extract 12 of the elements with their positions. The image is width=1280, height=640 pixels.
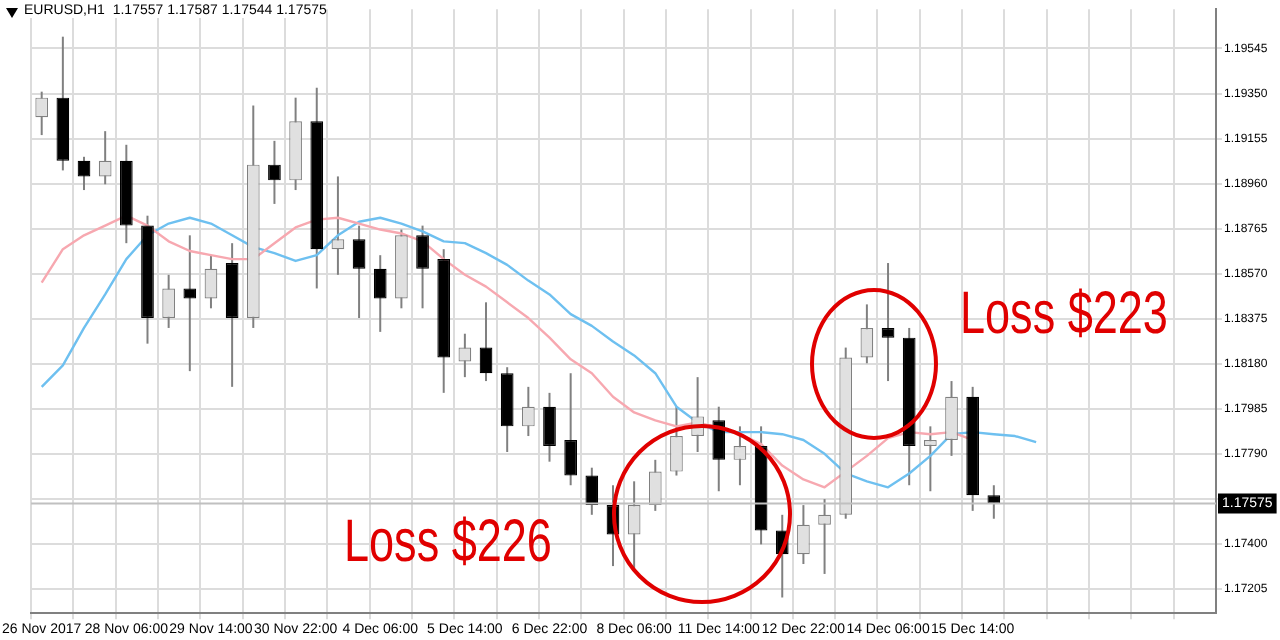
candlestick: [77, 155, 91, 192]
annotation: Loss $223: [960, 278, 1168, 347]
candlestick: [479, 301, 493, 383]
candlestick: [416, 224, 429, 310]
candlestick: [564, 372, 578, 487]
candlestick: [881, 262, 895, 383]
annotation: Loss $226: [344, 506, 552, 575]
candlestick: [352, 224, 366, 320]
candlestick: [543, 391, 556, 463]
candlestick: [183, 234, 197, 373]
candlestick: [268, 139, 281, 205]
candlestick: [373, 254, 387, 333]
